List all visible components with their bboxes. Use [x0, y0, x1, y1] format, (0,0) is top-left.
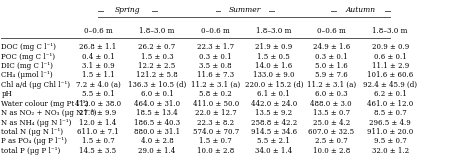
- Text: 442.0 ± 24.0: 442.0 ± 24.0: [251, 100, 297, 108]
- Text: 22.3 ± 8.2: 22.3 ± 8.2: [197, 119, 234, 127]
- Text: 27.0 ± 9.9: 27.0 ± 9.9: [79, 109, 117, 117]
- Text: 18.5 ± 13.4: 18.5 ± 13.4: [136, 109, 178, 117]
- Text: 12.0 ± 1.4: 12.0 ± 1.4: [79, 119, 117, 127]
- Text: 4.0 ± 2.8: 4.0 ± 2.8: [140, 137, 173, 145]
- Text: 26.8 ± 1.1: 26.8 ± 1.1: [79, 43, 117, 51]
- Text: 14.5 ± 3.5: 14.5 ± 3.5: [80, 147, 117, 155]
- Text: P as PO₄ (μg P l⁻¹): P as PO₄ (μg P l⁻¹): [1, 137, 67, 145]
- Text: 258.8 ± 42.2: 258.8 ± 42.2: [251, 119, 297, 127]
- Text: 32.0 ± 1.2: 32.0 ± 1.2: [372, 147, 409, 155]
- Text: 464.0 ± 31.0: 464.0 ± 31.0: [134, 100, 180, 108]
- Text: 574.0 ± 70.7: 574.0 ± 70.7: [192, 128, 239, 136]
- Text: 13.5 ± 0.7: 13.5 ± 0.7: [313, 109, 350, 117]
- Text: 911.0 ± 20.0: 911.0 ± 20.0: [367, 128, 413, 136]
- Text: 1.5 ± 0.5: 1.5 ± 0.5: [257, 53, 290, 61]
- Text: 488.0 ± 3.0: 488.0 ± 3.0: [310, 100, 352, 108]
- Text: 20.9 ± 0.9: 20.9 ± 0.9: [372, 43, 409, 51]
- Text: 29.0 ± 1.4: 29.0 ± 1.4: [138, 147, 175, 155]
- Text: 5.8 ± 0.2: 5.8 ± 0.2: [200, 90, 232, 98]
- Text: 11.6 ± 7.3: 11.6 ± 7.3: [197, 71, 234, 79]
- Text: 0.3 ± 0.1: 0.3 ± 0.1: [200, 53, 232, 61]
- Text: 11.2 ± 3.1 (a): 11.2 ± 3.1 (a): [307, 81, 356, 89]
- Text: 2.5 ± 0.7: 2.5 ± 0.7: [315, 137, 347, 145]
- Text: 6.0 ± 0.3: 6.0 ± 0.3: [315, 90, 347, 98]
- Text: 10.0 ± 2.8: 10.0 ± 2.8: [313, 147, 350, 155]
- Text: 6.1 ± 0.1: 6.1 ± 0.1: [257, 90, 290, 98]
- Text: 24.9 ± 1.6: 24.9 ± 1.6: [313, 43, 350, 51]
- Text: 14.0 ± 1.6: 14.0 ± 1.6: [255, 62, 292, 70]
- Text: 101.6 ± 60.6: 101.6 ± 60.6: [367, 71, 413, 79]
- Text: 0–0.6 m: 0–0.6 m: [317, 27, 346, 35]
- Text: Summer: Summer: [228, 6, 261, 14]
- Text: Spring: Spring: [115, 6, 140, 14]
- Text: 11.1 ± 2.9: 11.1 ± 2.9: [372, 62, 409, 70]
- Text: 1.8–3.0 m: 1.8–3.0 m: [256, 27, 292, 35]
- Text: 0–0.6 m: 0–0.6 m: [83, 27, 112, 35]
- Text: 611.0 ± 7.1: 611.0 ± 7.1: [77, 128, 119, 136]
- Text: 10.0 ± 2.8: 10.0 ± 2.8: [197, 147, 235, 155]
- Text: 411.0 ± 50.0: 411.0 ± 50.0: [192, 100, 239, 108]
- Text: 220.0 ± 15.2 (d): 220.0 ± 15.2 (d): [245, 81, 303, 89]
- Text: DOC (mg C l⁻¹): DOC (mg C l⁻¹): [1, 43, 56, 51]
- Text: 3.5 ± 0.8: 3.5 ± 0.8: [200, 62, 232, 70]
- Text: 607.0 ± 32.5: 607.0 ± 32.5: [308, 128, 354, 136]
- Text: 412.0 ± 38.0: 412.0 ± 38.0: [75, 100, 121, 108]
- Text: 11.2 ± 3.1 (a): 11.2 ± 3.1 (a): [191, 81, 240, 89]
- Text: 21.9 ± 0.9: 21.9 ± 0.9: [255, 43, 292, 51]
- Text: 13.5 ± 9.2: 13.5 ± 9.2: [255, 109, 292, 117]
- Text: 461.0 ± 12.0: 461.0 ± 12.0: [367, 100, 413, 108]
- Text: 0.6 ± 0.1: 0.6 ± 0.1: [374, 53, 407, 61]
- Text: CH₄ (μmol l⁻¹): CH₄ (μmol l⁻¹): [1, 71, 53, 79]
- Text: Chl a/d (μg Chl l⁻¹): Chl a/d (μg Chl l⁻¹): [1, 81, 70, 89]
- Text: 0.3 ± 0.1: 0.3 ± 0.1: [315, 53, 347, 61]
- Text: 914.5 ± 34.6: 914.5 ± 34.6: [251, 128, 297, 136]
- Text: 1.5 ± 0.7: 1.5 ± 0.7: [82, 137, 114, 145]
- Text: 5.5 ± 2.1: 5.5 ± 2.1: [257, 137, 290, 145]
- Text: Water colour (mg Pt l⁻¹): Water colour (mg Pt l⁻¹): [1, 100, 89, 108]
- Text: pH: pH: [1, 90, 12, 98]
- Text: total N (μg N l⁻¹): total N (μg N l⁻¹): [1, 128, 64, 136]
- Text: N as NH₄ (μg N l⁻¹): N as NH₄ (μg N l⁻¹): [1, 119, 72, 127]
- Text: 34.0 ± 1.4: 34.0 ± 1.4: [255, 147, 292, 155]
- Text: POC (mg C l⁻¹): POC (mg C l⁻¹): [1, 53, 55, 61]
- Text: DIC (mg C l⁻¹): DIC (mg C l⁻¹): [1, 62, 53, 70]
- Text: 5.0 ± 1.6: 5.0 ± 1.6: [315, 62, 347, 70]
- Text: 7.2 ± 4.0 (a): 7.2 ± 4.0 (a): [76, 81, 120, 89]
- Text: 0.4 ± 0.1: 0.4 ± 0.1: [82, 53, 114, 61]
- Text: 0–0.6 m: 0–0.6 m: [201, 27, 230, 35]
- Text: 8.5 ± 0.7: 8.5 ± 0.7: [374, 109, 407, 117]
- Text: 22.0 ± 12.7: 22.0 ± 12.7: [195, 109, 237, 117]
- Text: 3.1 ± 0.9: 3.1 ± 0.9: [82, 62, 114, 70]
- Text: 186.5 ± 40.3: 186.5 ± 40.3: [134, 119, 180, 127]
- Text: 6.2 ± 0.1: 6.2 ± 0.1: [374, 90, 407, 98]
- Text: 5.5 ± 0.1: 5.5 ± 0.1: [82, 90, 114, 98]
- Text: 880.0 ± 31.1: 880.0 ± 31.1: [134, 128, 180, 136]
- Text: Autumn: Autumn: [346, 6, 376, 14]
- Text: 136.3 ± 10.5 (d): 136.3 ± 10.5 (d): [128, 81, 186, 89]
- Text: 12.2 ± 2.5: 12.2 ± 2.5: [138, 62, 175, 70]
- Text: 1.5 ± 0.3: 1.5 ± 0.3: [141, 53, 173, 61]
- Text: N as NO₂ + NO₃ (μg N l⁻¹): N as NO₂ + NO₃ (μg N l⁻¹): [1, 109, 97, 117]
- Text: 6.0 ± 0.1: 6.0 ± 0.1: [140, 90, 173, 98]
- Text: 9.5 ± 0.7: 9.5 ± 0.7: [374, 137, 407, 145]
- Text: 1.5 ± 1.1: 1.5 ± 1.1: [82, 71, 114, 79]
- Text: 1.8–3.0 m: 1.8–3.0 m: [373, 27, 408, 35]
- Text: 5.9 ± 7.6: 5.9 ± 7.6: [315, 71, 347, 79]
- Text: 1.8–3.0 m: 1.8–3.0 m: [139, 27, 174, 35]
- Text: 22.3 ± 1.7: 22.3 ± 1.7: [197, 43, 234, 51]
- Text: 92.4 ± 45.9 (d): 92.4 ± 45.9 (d): [363, 81, 417, 89]
- Text: 1.5 ± 0.7: 1.5 ± 0.7: [200, 137, 232, 145]
- Text: 133.0 ± 9.0: 133.0 ± 9.0: [253, 71, 294, 79]
- Text: 121.2 ± 5.8: 121.2 ± 5.8: [136, 71, 178, 79]
- Text: 25.0 ± 4.2: 25.0 ± 4.2: [313, 119, 350, 127]
- Text: 296.5 ± 4.9: 296.5 ± 4.9: [369, 119, 411, 127]
- Text: 26.2 ± 0.7: 26.2 ± 0.7: [138, 43, 175, 51]
- Text: total P (μg P l⁻¹): total P (μg P l⁻¹): [1, 147, 61, 155]
